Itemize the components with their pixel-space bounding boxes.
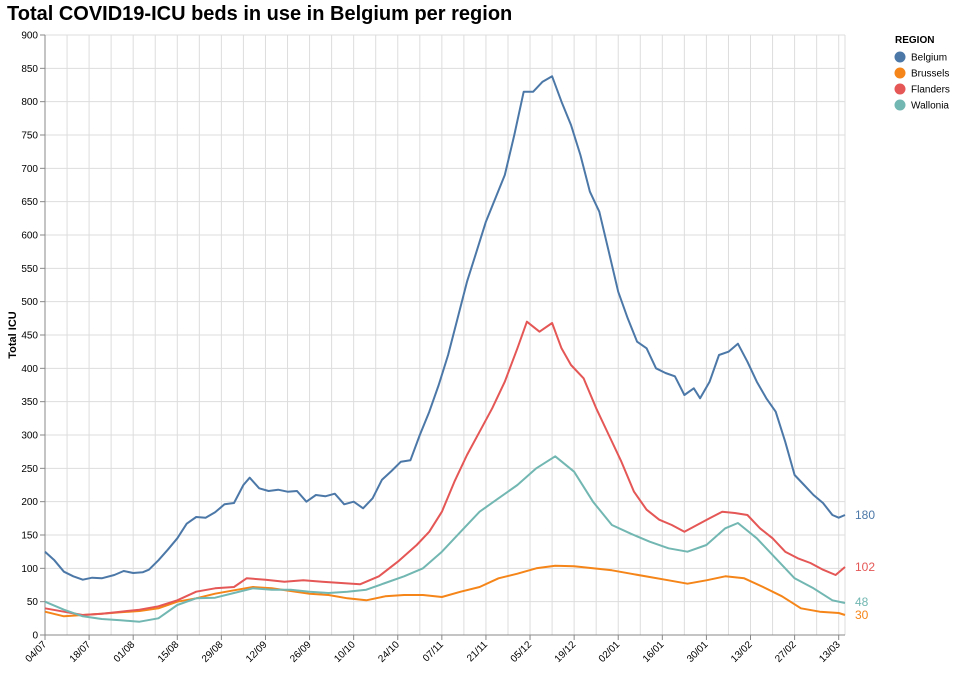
x-tick-label: 18/07 xyxy=(68,639,94,665)
x-tick-label: 12/09 xyxy=(244,639,270,665)
x-tick-label: 07/11 xyxy=(421,639,446,664)
y-tick-label: 250 xyxy=(21,464,38,475)
x-tick-label: 26/09 xyxy=(288,639,314,665)
x-tick-label: 29/08 xyxy=(200,639,226,665)
y-tick-label: 550 xyxy=(21,264,38,275)
x-tick-label: 24/10 xyxy=(376,639,402,665)
x-tick-label: 19/12 xyxy=(553,639,579,665)
y-tick-label: 900 xyxy=(21,31,38,42)
x-axis: 04/07 18/07 01/08 15/08 29/08 12/09 26/09 10/10… xyxy=(24,634,845,665)
y-tick-label: 150 xyxy=(21,531,38,542)
y-tick-label: 450 xyxy=(21,331,38,342)
y-tick-label: 100 xyxy=(21,564,38,575)
series-line-belgium xyxy=(44,75,846,581)
series-line-flanders xyxy=(44,320,846,616)
legend: REGION Belgium Brussels Flanders Wallonia xyxy=(894,35,950,112)
y-tick-label: 600 xyxy=(21,231,38,242)
legend-title: REGION xyxy=(895,35,934,46)
y-tick-label: 400 xyxy=(21,364,38,375)
end-label-belgium: 180 xyxy=(855,508,875,522)
series-line-brussels xyxy=(44,564,846,618)
y-tick-label: 850 xyxy=(21,64,38,75)
x-tick-label: 10/10 xyxy=(332,639,358,665)
y-tick-label: 200 xyxy=(21,497,38,508)
y-tick-label: 750 xyxy=(21,131,38,142)
y-tick-label: 300 xyxy=(21,431,38,442)
legend-swatch-flanders xyxy=(894,83,906,95)
x-tick-label: 01/08 xyxy=(112,639,138,665)
y-tick-label: 350 xyxy=(21,397,38,408)
y-tick-label: 0 xyxy=(32,631,38,642)
x-tick-label: 04/07 xyxy=(24,639,50,665)
y-axis-title: Total ICU xyxy=(7,311,19,359)
legend-label-belgium: Belgium xyxy=(911,53,947,64)
x-tick-label: 02/01 xyxy=(597,639,623,665)
end-label-wallonia: 48 xyxy=(855,595,869,609)
y-tick-label: 50 xyxy=(27,597,39,608)
x-tick-label: 30/01 xyxy=(685,639,711,665)
series-lines xyxy=(44,75,846,623)
y-tick-label: 650 xyxy=(21,197,38,208)
legend-label-flanders: Flanders xyxy=(911,85,950,96)
x-tick-label: 16/01 xyxy=(641,639,667,665)
y-tick-label: 800 xyxy=(21,97,38,108)
x-tick-label: 27/02 xyxy=(773,639,799,665)
legend-swatch-brussels xyxy=(894,67,906,79)
end-label-brussels: 30 xyxy=(855,608,869,622)
x-tick-label: 05/12 xyxy=(509,639,535,665)
x-tick-label: 15/08 xyxy=(156,639,182,665)
legend-label-wallonia: Wallonia xyxy=(911,101,949,112)
series-line-wallonia xyxy=(44,455,846,623)
grid-lines xyxy=(44,34,846,636)
legend-swatch-belgium xyxy=(894,51,906,63)
y-tick-label: 700 xyxy=(21,164,38,175)
y-tick-label: 500 xyxy=(21,297,38,308)
end-label-flanders: 102 xyxy=(855,560,875,574)
legend-label-brussels: Brussels xyxy=(911,69,949,80)
x-tick-label: 21/11 xyxy=(465,639,490,664)
x-tick-label: 13/03 xyxy=(817,639,843,665)
y-axis: 0 50 100 150 200 250 300 350 400 450 500 550 600 650 7… xyxy=(21,31,46,642)
x-tick-label: 13/02 xyxy=(729,639,755,665)
legend-swatch-wallonia xyxy=(894,99,906,111)
chart-title: Total COVID19-ICU beds in use in Belgium… xyxy=(7,3,513,25)
